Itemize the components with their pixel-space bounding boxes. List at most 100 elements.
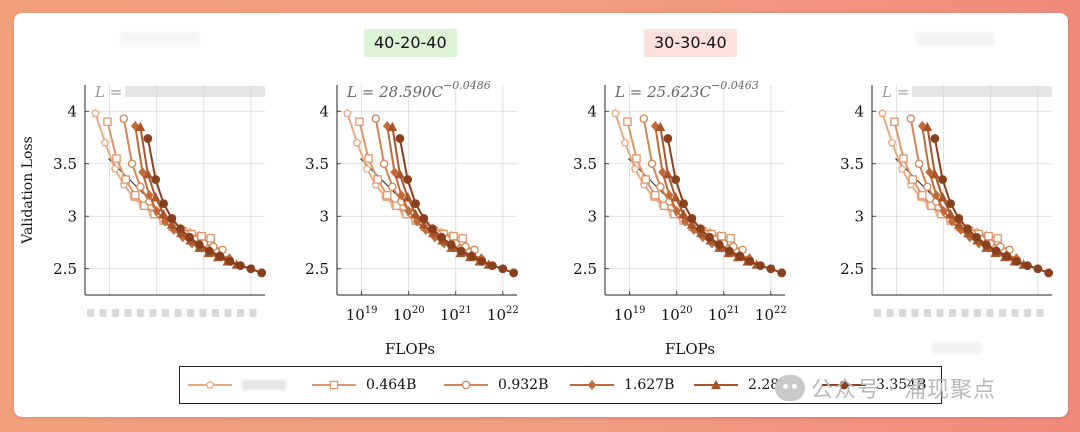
x-tick-label: 1022 [487,305,519,324]
y-tick-label: 3 [854,207,864,225]
data-point [402,192,413,202]
legend-label: 3.354B [876,377,927,393]
legend-label: 0.464B [366,377,417,393]
y-tick-label: 4 [319,102,329,120]
blurred-tick [237,309,244,317]
data-point [103,117,112,127]
data-point [145,190,154,201]
data-point [167,213,177,223]
legend-item-2: 0.932B [442,367,548,403]
blurred-tick [124,309,132,317]
data-point [953,219,964,229]
data-point [352,138,362,147]
data-point [887,138,897,147]
data-point [166,219,177,229]
data-point [686,219,697,229]
panel-title-30-30-40: 30-30-40 [644,29,737,57]
legend-marker [329,380,339,390]
figure-card [14,13,1068,417]
data-point [136,182,145,192]
data-point [387,121,398,132]
data-point [206,234,215,243]
y-tick-label: 4 [854,102,864,120]
chart-panel-4: 2.5 3 3.5 4 L = [840,83,1054,317]
data-point [390,167,399,178]
data-point [158,208,169,219]
data-point [745,257,755,266]
blurred-tick [199,309,207,317]
y-axis-label: Validation Loss [20,136,36,244]
data-point [658,167,667,178]
data-point [981,240,991,250]
data-point [620,138,630,147]
y-tick-label: 4 [587,102,597,120]
data-point [362,164,372,173]
data-point [755,261,765,271]
data-point [908,175,917,184]
legend-marker-square [312,380,356,390]
data-point [1033,264,1043,274]
data-point [897,164,907,173]
data-point [142,169,153,179]
data-point [929,169,940,179]
data-point [946,199,955,209]
data-point [724,246,734,256]
data-point [878,109,887,117]
data-point [127,159,137,168]
data-point [397,190,406,201]
data-point [91,109,100,117]
data-point [660,201,669,210]
x-tick-label: 1019 [614,305,646,324]
data-point [705,232,714,242]
data-point [777,268,787,278]
data-point [922,121,933,132]
data-point [641,175,650,184]
data-point [428,224,437,234]
chart-panel-1: 2.5 3 3.5 4 L = [53,83,267,317]
legend-marker-diamond [570,380,614,390]
legend: 0.464B 0.932B 1.627B 2.280B 3.354B [179,366,942,404]
data-point [446,240,456,250]
y-tick-label: 2.5 [573,260,597,278]
data-point [130,190,140,200]
data-point [112,154,121,163]
x-tick-label: 1020 [661,305,693,324]
data-point [984,231,993,241]
data-point [404,206,413,216]
data-point [235,261,245,271]
data-point [647,159,657,168]
blurred-tick [986,309,994,317]
data-point [656,182,665,192]
legend-marker [461,380,471,390]
data-point [945,208,956,219]
legend-marker-circle [444,380,488,390]
data-point [394,169,405,179]
blurred-tick [961,309,969,317]
data-point [678,208,689,219]
equation-smudge [125,86,265,97]
watermark-text: 公众号 · 涌现聚点 [811,378,996,403]
blurred-tick [87,309,94,317]
data-point [663,134,673,143]
data-point [991,246,1001,256]
y-tick-label: 3.5 [305,155,329,173]
data-point [140,201,149,210]
data-point [670,192,681,202]
chart-panel-2: 2.5 3 3.5 4 1019 1020 1021 1022 L = 28.590C−0.04… [305,79,519,324]
blurred-tick [874,309,881,317]
blurred-tick [1024,309,1031,317]
blurred-tick [224,309,232,317]
legend-item-0 [186,367,286,403]
data-point [623,117,632,127]
data-point [392,201,401,210]
blurred-tick [886,309,894,317]
data-point [498,264,508,274]
blurred-tick [149,309,157,317]
blurred-tick [112,309,119,317]
x-axis-label-panel-3: FLOPs [664,340,716,358]
data-point [159,199,168,209]
data-point [343,109,352,117]
y-tick-label: 3.5 [53,155,77,173]
data-point [714,240,724,250]
data-point [138,167,147,178]
